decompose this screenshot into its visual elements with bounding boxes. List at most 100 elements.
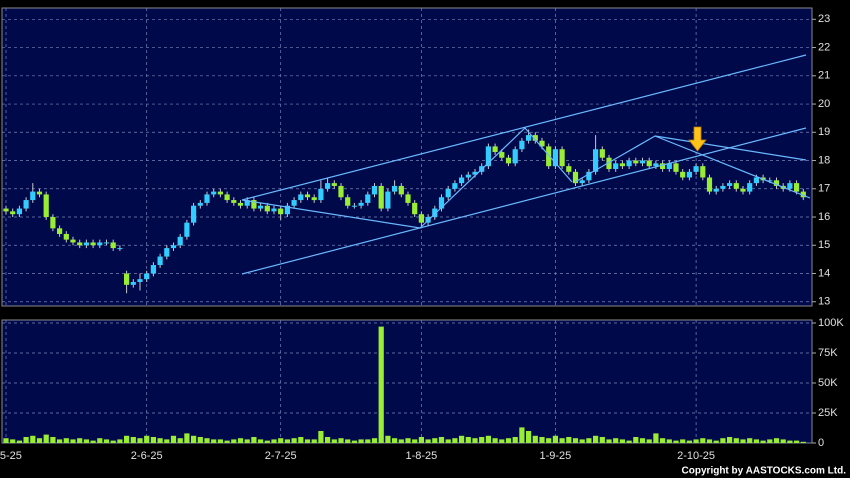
volume-bar bbox=[217, 439, 223, 443]
volume-bar bbox=[318, 431, 324, 443]
volume-bar bbox=[177, 438, 183, 443]
volume-bar bbox=[237, 438, 244, 443]
volume-bar bbox=[773, 438, 780, 443]
candle-body bbox=[526, 135, 532, 141]
candle-body bbox=[70, 239, 76, 243]
candle-body bbox=[137, 279, 143, 282]
volume-bar bbox=[124, 435, 130, 443]
y-tick-label: 22 bbox=[818, 41, 830, 53]
candle-body bbox=[492, 146, 498, 153]
candle-body bbox=[532, 135, 538, 141]
volume-bar bbox=[311, 439, 317, 443]
candle-body bbox=[164, 248, 170, 257]
volume-bar bbox=[365, 439, 371, 443]
volume-bar bbox=[231, 439, 237, 443]
candle-body bbox=[10, 211, 16, 215]
volume-bar bbox=[753, 439, 759, 443]
x-tick-label: 2-6-25 bbox=[131, 450, 163, 462]
volume-bar bbox=[579, 439, 585, 443]
candle-body bbox=[747, 183, 753, 192]
candle-body bbox=[586, 171, 592, 181]
candle-body bbox=[512, 149, 518, 164]
volume-bar bbox=[271, 439, 277, 443]
volume-bar bbox=[291, 438, 297, 443]
volume-bar bbox=[673, 440, 679, 443]
candle-body bbox=[753, 177, 759, 184]
volume-bar bbox=[184, 433, 190, 443]
volume-bar bbox=[680, 439, 686, 443]
volume-bar bbox=[552, 435, 558, 443]
volume-bar bbox=[398, 439, 404, 443]
volume-bar bbox=[800, 441, 806, 443]
candle-body bbox=[83, 242, 89, 246]
volume-bar bbox=[338, 438, 344, 443]
volume-bar bbox=[438, 437, 445, 443]
x-tick-label: 2-10-25 bbox=[677, 450, 715, 462]
volume-bar bbox=[30, 435, 36, 443]
volume-bar bbox=[727, 437, 733, 443]
candle-body bbox=[311, 197, 317, 201]
candle-body bbox=[211, 191, 217, 195]
volume-bar bbox=[284, 439, 290, 443]
candle-body bbox=[304, 194, 311, 198]
volume-bar bbox=[492, 438, 498, 443]
volume-bar bbox=[331, 439, 337, 443]
volume-bar bbox=[43, 434, 49, 443]
candle-body bbox=[599, 149, 605, 158]
candle-body bbox=[700, 166, 706, 178]
candle-body bbox=[733, 183, 739, 189]
volume-bar bbox=[278, 438, 284, 443]
candle-body bbox=[639, 160, 646, 164]
volume-bar bbox=[325, 437, 331, 443]
volume-bar bbox=[345, 439, 351, 443]
candle-body bbox=[23, 200, 29, 209]
candle-body bbox=[633, 160, 639, 164]
candle-body bbox=[418, 214, 424, 223]
candle-body bbox=[284, 205, 290, 215]
candle-body bbox=[740, 188, 746, 192]
candle-body bbox=[619, 163, 625, 167]
candle-body bbox=[30, 191, 36, 201]
candle-body bbox=[204, 194, 210, 203]
candle-body bbox=[559, 149, 565, 167]
candle-body bbox=[365, 194, 371, 203]
candle-body bbox=[258, 205, 264, 209]
candle-body bbox=[727, 183, 733, 186]
y-tick-label: 16 bbox=[818, 211, 830, 223]
volume-bar bbox=[50, 437, 56, 443]
candle-body bbox=[291, 200, 297, 206]
candle-body bbox=[217, 191, 223, 195]
volume-bar bbox=[405, 438, 411, 443]
candle-body bbox=[432, 208, 438, 218]
volume-bar bbox=[130, 437, 136, 443]
y-tick-label: 17 bbox=[818, 183, 830, 195]
volume-bar bbox=[593, 435, 599, 443]
candle-body bbox=[646, 160, 652, 167]
volume-bar bbox=[211, 439, 217, 443]
volume-bar bbox=[251, 437, 257, 443]
volume-bar bbox=[117, 439, 123, 443]
volume-bar bbox=[519, 427, 525, 443]
volume-bar bbox=[639, 438, 646, 443]
candle-body bbox=[773, 180, 780, 186]
candle-body bbox=[231, 200, 237, 203]
volume-bar bbox=[144, 435, 150, 443]
volume-bar bbox=[432, 438, 438, 443]
candle-body bbox=[398, 185, 404, 195]
y-tick-label: 23 bbox=[818, 13, 830, 25]
candle-body bbox=[110, 242, 116, 249]
candle-body bbox=[706, 177, 713, 192]
volume-bar bbox=[224, 440, 230, 443]
volume-bar bbox=[452, 438, 458, 443]
volume-bar bbox=[57, 439, 63, 443]
candle-body bbox=[325, 183, 331, 189]
volume-bar bbox=[646, 439, 652, 443]
candle-body bbox=[579, 180, 585, 184]
candle-body bbox=[371, 185, 378, 195]
y-tick-label: 21 bbox=[818, 70, 830, 82]
candle-body bbox=[546, 146, 552, 167]
candle-body bbox=[197, 202, 203, 206]
volume-bar bbox=[512, 437, 518, 443]
volume-bar bbox=[626, 440, 632, 443]
